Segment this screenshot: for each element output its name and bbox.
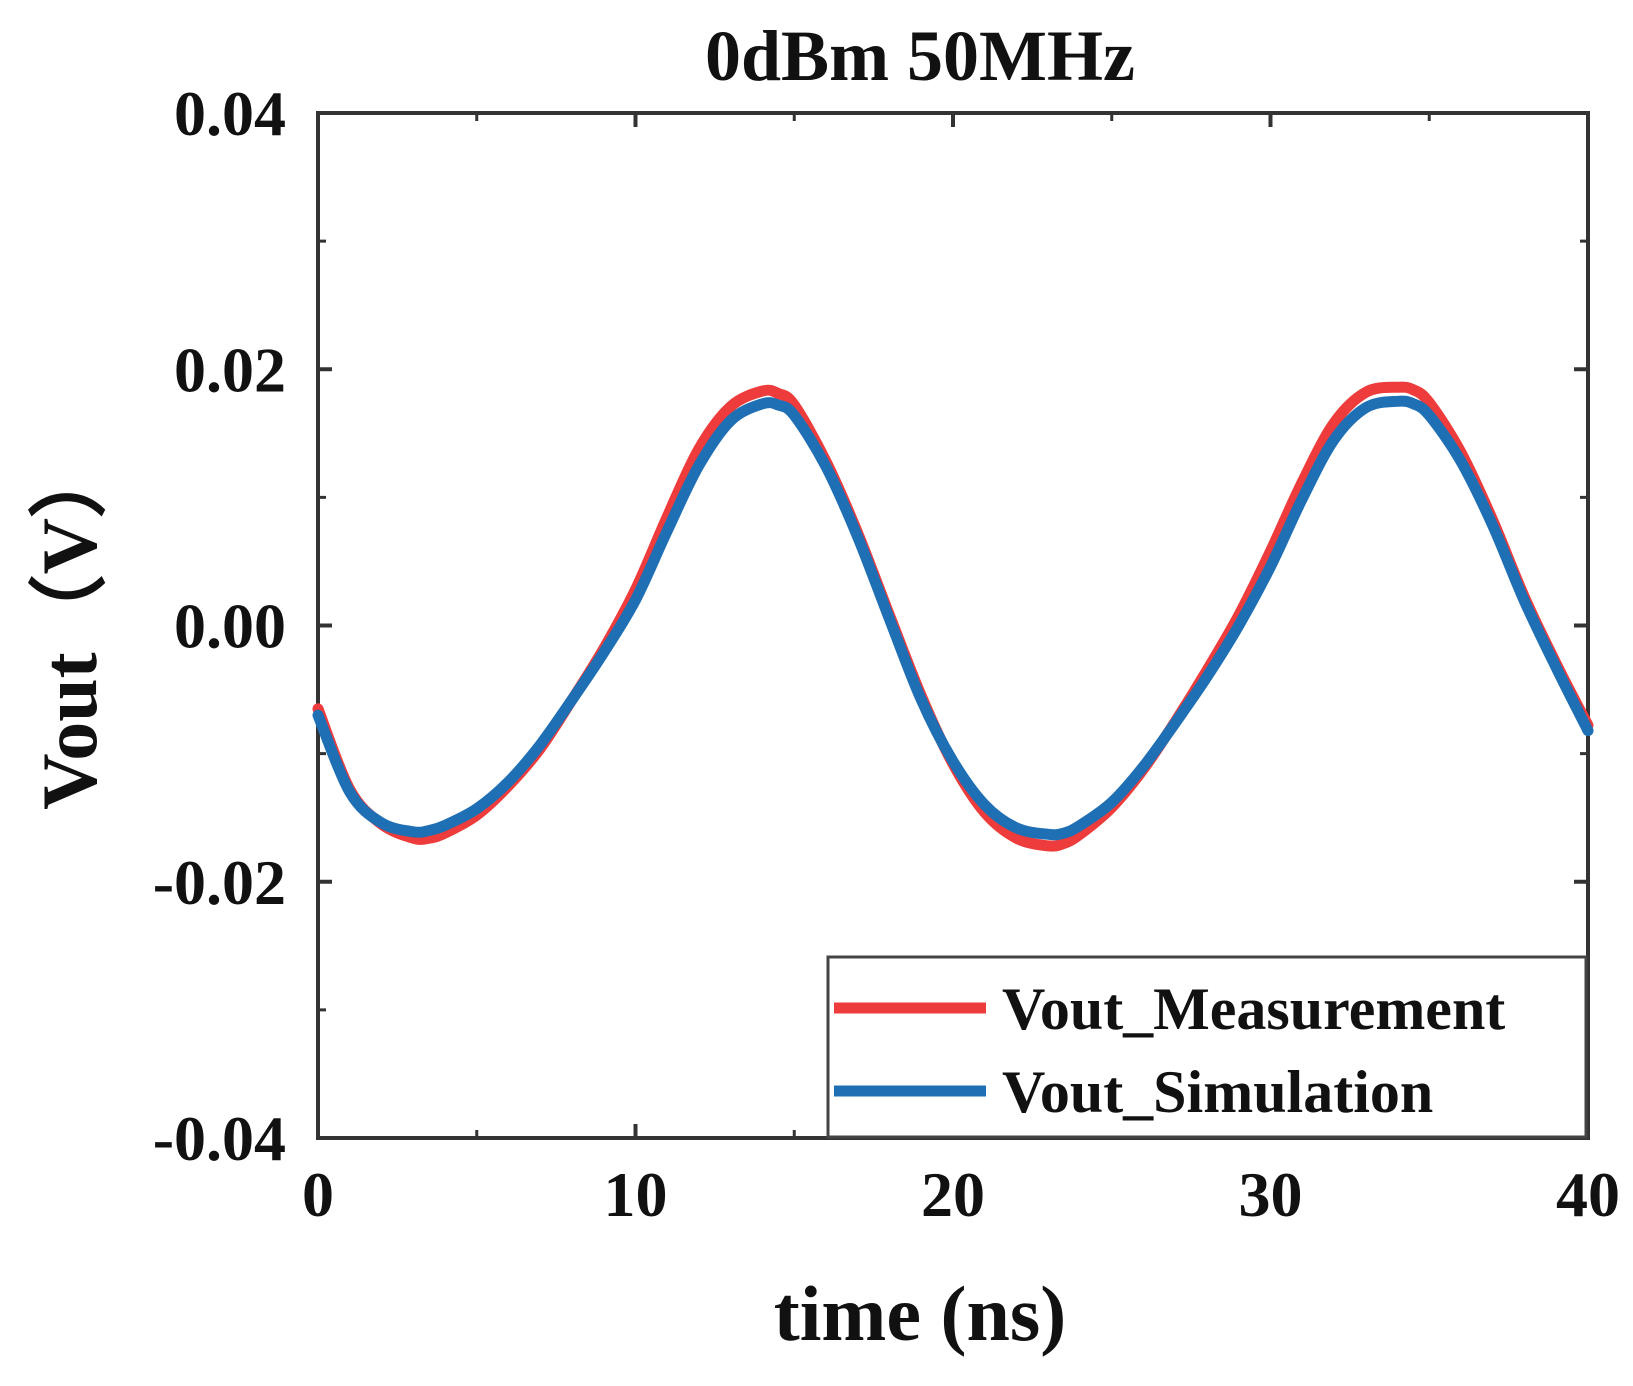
x-tick-label: 20 xyxy=(921,1159,985,1230)
legend-label: Vout_Measurement xyxy=(1002,976,1505,1042)
x-tick-label: 40 xyxy=(1556,1159,1620,1230)
x-tick-label: 10 xyxy=(604,1159,668,1230)
x-axis-label: time (ns) xyxy=(774,1270,1066,1357)
series-layer xyxy=(312,381,1594,852)
y-axis-label: Vout（V） xyxy=(26,440,113,810)
x-tick-label: 30 xyxy=(1239,1159,1303,1230)
legend-box xyxy=(826,955,1588,1139)
y-axis: -0.04 -0.02 0.00 0.02 0.04 xyxy=(153,78,1588,1174)
y-tick-label: 0.02 xyxy=(174,334,286,405)
y-tick-label: -0.04 xyxy=(153,1103,286,1174)
legend: Vout_Measurement Vout_Simulation xyxy=(826,955,1588,1139)
legend-label: Vout_Simulation xyxy=(1002,1059,1433,1125)
y-tick-label: 0.04 xyxy=(174,78,286,149)
x-tick-label: 0 xyxy=(302,1159,334,1230)
y-tick-label: 0.00 xyxy=(174,591,286,662)
y-tick-label: -0.02 xyxy=(153,847,286,918)
series-line-simulation xyxy=(312,395,1594,841)
chart-title: 0dBm 50MHz xyxy=(705,16,1135,96)
